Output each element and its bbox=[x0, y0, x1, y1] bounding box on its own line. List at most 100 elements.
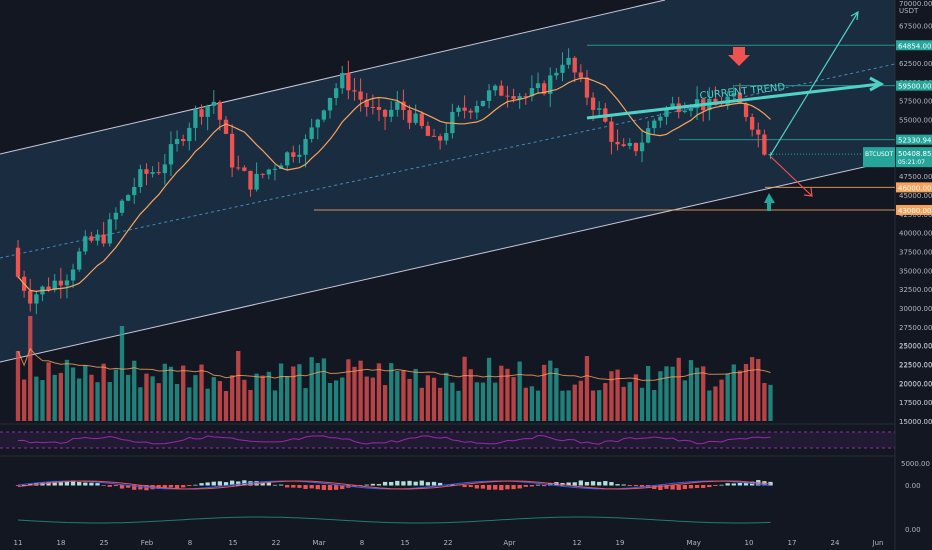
down-arrow-icon bbox=[728, 47, 750, 66]
macd-bar bbox=[701, 485, 706, 488]
macd-bar bbox=[89, 482, 94, 486]
macd-bar bbox=[260, 482, 265, 486]
macd-bar bbox=[664, 485, 669, 489]
candle-body bbox=[199, 109, 204, 117]
volume-bar bbox=[229, 375, 235, 421]
volume-bar bbox=[480, 382, 486, 421]
candle-body bbox=[645, 128, 651, 143]
macd-bar bbox=[211, 481, 216, 486]
macd-bar bbox=[499, 485, 504, 491]
macd-bar bbox=[21, 484, 27, 486]
candle-body bbox=[505, 95, 510, 97]
candle-body bbox=[248, 170, 253, 190]
bearish-projection-arrowhead bbox=[803, 187, 813, 197]
volume-bar bbox=[517, 361, 522, 421]
macd-bar bbox=[468, 485, 473, 488]
volume-bar bbox=[77, 378, 82, 421]
candle-body bbox=[499, 85, 504, 96]
candle-body bbox=[174, 138, 180, 145]
macd-bar bbox=[333, 485, 339, 490]
volume-bar bbox=[584, 356, 590, 421]
candle-body bbox=[756, 129, 761, 135]
macd-bar bbox=[15, 485, 21, 486]
candle-body bbox=[389, 109, 394, 117]
macd-bar bbox=[285, 485, 290, 488]
bearish-projection-line bbox=[769, 155, 813, 197]
price-axis-top-tick: 70000.00 bbox=[899, 0, 932, 8]
channel-upper-edge bbox=[0, 0, 666, 155]
volume-bar bbox=[756, 359, 761, 421]
macd-bar bbox=[395, 480, 400, 486]
lower-oscillator-line bbox=[17, 516, 771, 524]
volume-bar bbox=[407, 378, 412, 421]
volume-bar bbox=[52, 374, 57, 421]
candle-body bbox=[291, 152, 296, 157]
macd-bar bbox=[437, 482, 443, 486]
volume-bar bbox=[493, 382, 498, 421]
price-tick-label: 57500.00 bbox=[899, 98, 932, 106]
macd-bar bbox=[511, 485, 516, 490]
candle-body bbox=[633, 143, 639, 152]
volume-bar bbox=[511, 377, 516, 421]
volume-bar bbox=[34, 376, 39, 421]
macd-bar bbox=[566, 482, 571, 486]
candle-body bbox=[364, 99, 369, 107]
candle-body bbox=[254, 173, 259, 190]
macd-bar bbox=[743, 482, 749, 486]
macd-bar bbox=[541, 485, 547, 487]
candle-body bbox=[590, 97, 596, 110]
volume-bar bbox=[395, 370, 400, 421]
volume-bar bbox=[272, 390, 278, 421]
volume-bar bbox=[505, 368, 510, 421]
volume-bar bbox=[364, 376, 369, 421]
candle-body bbox=[242, 167, 247, 171]
candle-body bbox=[327, 97, 333, 111]
volume-bar bbox=[743, 364, 749, 421]
last-price-tag bbox=[896, 147, 932, 168]
candle-body bbox=[125, 195, 131, 201]
macd-bar bbox=[609, 482, 614, 486]
macd-bar bbox=[578, 480, 583, 486]
volume-moving-average bbox=[17, 347, 771, 381]
macd-bar bbox=[223, 482, 229, 486]
macd-bar bbox=[713, 485, 718, 486]
time-tick-label: 22 bbox=[272, 539, 281, 547]
channel-fill bbox=[0, 0, 895, 362]
candle-body bbox=[119, 200, 125, 213]
macd-bar bbox=[83, 482, 88, 486]
time-tick-label: 10 bbox=[745, 539, 754, 547]
price-tick-label: 25000.00 bbox=[899, 343, 932, 351]
volume-bar bbox=[590, 390, 596, 421]
candle-body bbox=[52, 280, 57, 290]
candle-body bbox=[28, 290, 33, 304]
volume-tick-label: 20000.00 bbox=[899, 380, 932, 388]
volume-bar bbox=[21, 379, 27, 421]
time-axis: 11 18 25 Feb 8 15 22 Mar 8 15 22 Apr 12 19 May 10 17 24 Ju… bbox=[14, 539, 884, 547]
candle-body bbox=[297, 154, 302, 157]
candle-body bbox=[664, 108, 669, 117]
macd-bar bbox=[187, 485, 192, 486]
candle-body bbox=[413, 113, 418, 123]
price-tick-label: 37500.00 bbox=[899, 248, 932, 256]
candle-body bbox=[541, 83, 547, 94]
macd-bar bbox=[382, 481, 388, 486]
candle-body bbox=[138, 169, 143, 187]
volume-bar bbox=[541, 364, 547, 421]
candle-body bbox=[658, 116, 663, 121]
candle-body bbox=[193, 109, 198, 128]
macd-bar bbox=[229, 480, 235, 486]
rsi-line bbox=[17, 434, 771, 445]
candle-body bbox=[584, 77, 590, 98]
candle-body bbox=[493, 85, 498, 91]
candle-body bbox=[462, 107, 467, 111]
time-tick-label: 15 bbox=[229, 539, 238, 547]
volume-bars bbox=[15, 316, 773, 421]
candle-body bbox=[181, 138, 186, 142]
candle-body bbox=[627, 143, 632, 146]
level-price-tag bbox=[896, 80, 932, 91]
volume-bar bbox=[578, 380, 583, 421]
time-tick-label: 12 bbox=[573, 539, 582, 547]
price-tick-label: 15000.00 bbox=[899, 418, 932, 426]
price-tick-label: 40000.00 bbox=[899, 230, 932, 238]
